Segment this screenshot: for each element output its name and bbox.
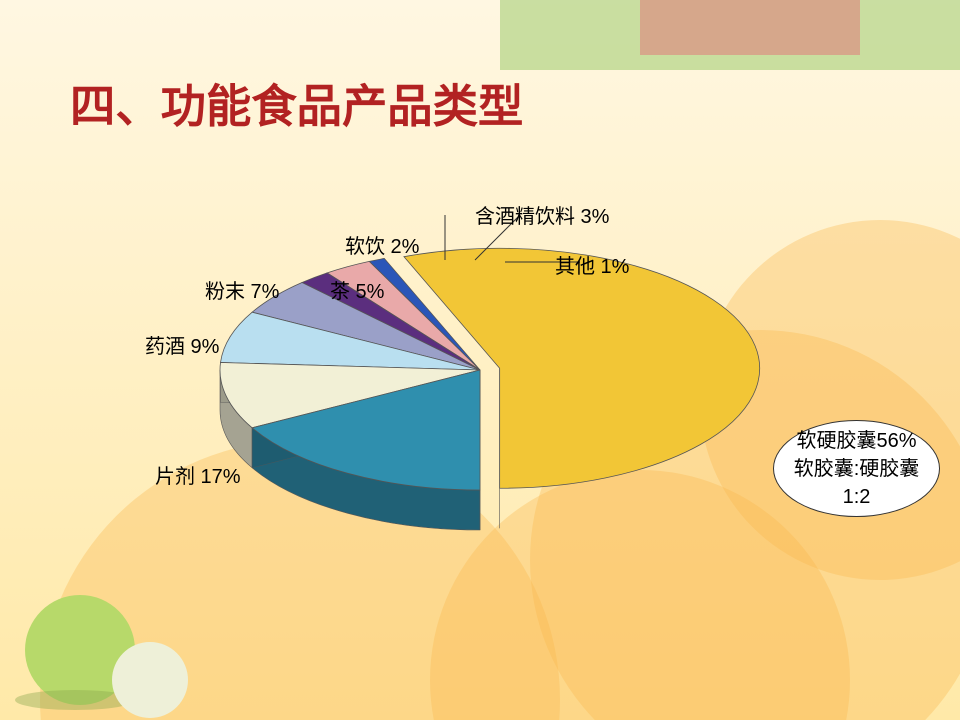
label-药酒: 药酒 9% <box>145 330 219 359</box>
callout-line: 软胶囊:硬胶囊 <box>774 455 939 483</box>
pie-chart <box>0 0 960 725</box>
label-茶: 茶 5% <box>330 275 384 304</box>
label-片剂: 片剂 17% <box>155 460 241 489</box>
label-含酒精饮料: 含酒精饮料 3% <box>475 200 609 229</box>
callout-line: 1:2 <box>774 483 939 511</box>
label-其他: 其他 1% <box>555 250 629 279</box>
label-软饮: 软饮 2% <box>345 230 419 259</box>
callout-capsule-ratio: 软硬胶囊56%软胶囊:硬胶囊1:2 <box>773 420 940 517</box>
callout-line: 软硬胶囊56% <box>774 427 939 455</box>
label-粉末: 粉末 7% <box>205 275 279 304</box>
